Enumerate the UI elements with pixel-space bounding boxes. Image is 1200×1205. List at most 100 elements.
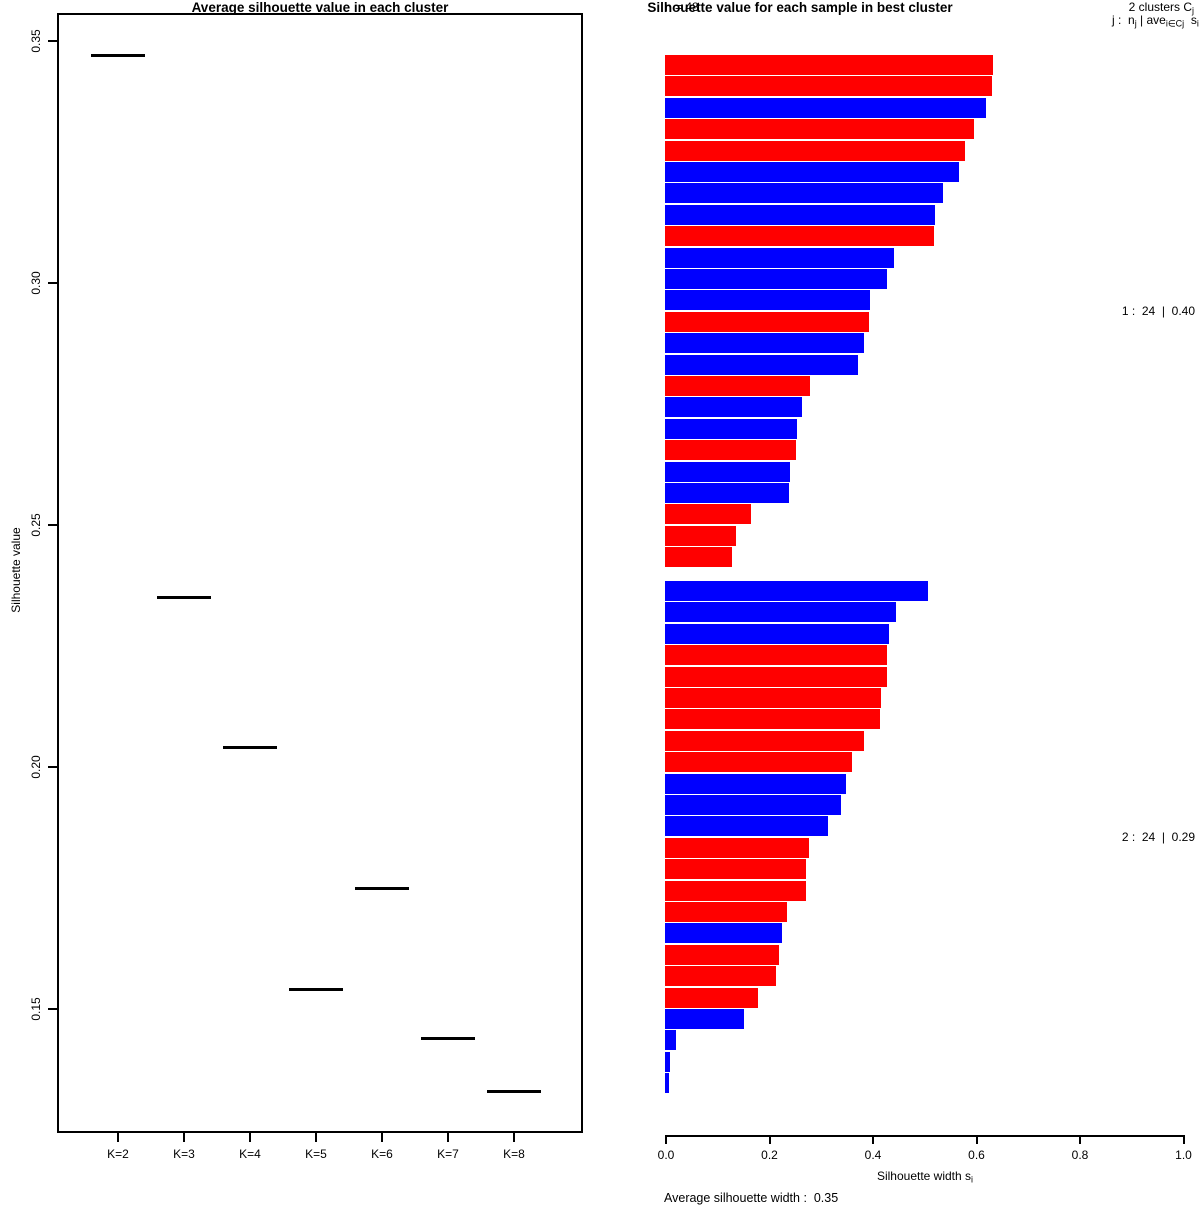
silhouette-bar [665, 141, 965, 161]
silhouette-bar [665, 504, 751, 524]
left-x-tick-label: K=8 [484, 1147, 544, 1161]
left-y-tick-label: 0.35 [29, 29, 43, 52]
silhouette-bar [665, 752, 852, 772]
right-x-tick-mark [665, 1135, 667, 1144]
left-x-tick-label: K=2 [88, 1147, 148, 1161]
silhouette-bar [665, 547, 732, 567]
silhouette-bar [665, 290, 870, 310]
left-x-tick-label: K=3 [154, 1147, 214, 1161]
right-x-tick-mark [976, 1135, 978, 1144]
left-x-tick-mark [447, 1133, 449, 1142]
left-x-tick-mark [381, 1133, 383, 1142]
silhouette-bar [665, 838, 809, 858]
left-x-tick-mark [249, 1133, 251, 1142]
silhouette-bar [665, 881, 806, 901]
silhouette-bar [665, 966, 776, 986]
silhouette-bar [665, 1073, 669, 1093]
left-y-tick-label: 0.25 [29, 513, 43, 536]
left-y-tick-mark [48, 282, 57, 284]
silhouette-bar [665, 526, 736, 546]
right-x-axis-line [665, 1135, 1184, 1137]
left-y-tick-mark [48, 40, 57, 42]
silhouette-bar [665, 581, 928, 601]
silhouette-bar [665, 98, 986, 118]
legend-formula: j : nj | avei∈Cj si [1112, 13, 1199, 30]
right-x-tick-mark [872, 1135, 874, 1144]
left-plot-box [57, 13, 583, 1133]
silhouette-bar [665, 688, 881, 708]
left-y-tick-mark [48, 766, 57, 768]
left-x-tick-label: K=4 [220, 1147, 280, 1161]
silhouette-bar [665, 795, 841, 815]
silhouette-bar [665, 355, 858, 375]
cluster2-summary-label: 2 : 24 | 0.29 [1122, 830, 1195, 844]
right-plot-title: Silhouette value for each sample in best… [600, 0, 1000, 15]
left-y-tick-label: 0.20 [29, 755, 43, 778]
avg-silhouette-segment [421, 1037, 475, 1040]
right-x-tick-label: 1.0 [1159, 1148, 1200, 1162]
right-x-tick-label: 0.2 [745, 1148, 795, 1162]
silhouette-bar [665, 205, 935, 225]
silhouette-bar [665, 709, 880, 729]
silhouette-bar [665, 1052, 670, 1072]
left-y-tick-label: 0.30 [29, 271, 43, 294]
left-x-tick-mark [183, 1133, 185, 1142]
avg-silhouette-segment [91, 54, 145, 57]
silhouette-bar [665, 226, 934, 246]
silhouette-bar [665, 248, 894, 268]
silhouette-bar [665, 462, 790, 482]
right-x-tick-label: 0.6 [952, 1148, 1002, 1162]
silhouette-bar [665, 312, 869, 332]
left-x-tick-label: K=6 [352, 1147, 412, 1161]
silhouette-bar [665, 162, 959, 182]
silhouette-bar [665, 119, 974, 139]
left-y-tick-mark [48, 1008, 57, 1010]
silhouette-bar [665, 645, 887, 665]
silhouette-bar [665, 397, 802, 417]
silhouette-bar [665, 1030, 676, 1050]
silhouette-bar [665, 624, 889, 644]
left-y-axis-label: Silhouette value [9, 527, 23, 612]
right-x-axis-label: Silhouette width si [775, 1169, 1075, 1185]
avg-silhouette-segment [223, 746, 277, 749]
avg-silhouette-segment [157, 596, 211, 599]
silhouette-bar [665, 183, 943, 203]
right-x-tick-label: 0.0 [641, 1148, 691, 1162]
silhouette-bar [665, 333, 864, 353]
silhouette-bar [665, 667, 887, 687]
silhouette-bar [665, 902, 787, 922]
right-x-tick-mark [1183, 1135, 1185, 1144]
silhouette-bar [665, 55, 993, 75]
left-x-tick-mark [315, 1133, 317, 1142]
silhouette-bar [665, 859, 806, 879]
silhouette-bar [665, 774, 846, 794]
avg-silhouette-segment [355, 887, 409, 890]
right-x-tick-mark [769, 1135, 771, 1144]
left-y-tick-mark [48, 524, 57, 526]
silhouette-bar [665, 419, 797, 439]
avg-silhouette-segment [289, 988, 343, 991]
silhouette-bar [665, 440, 796, 460]
right-x-tick-mark [1079, 1135, 1081, 1144]
silhouette-bar [665, 816, 828, 836]
silhouette-bar [665, 945, 779, 965]
silhouette-bar [665, 731, 864, 751]
left-y-tick-label: 0.15 [29, 997, 43, 1020]
cluster1-summary-label: 1 : 24 | 0.40 [1122, 304, 1195, 318]
average-silhouette-width-label: Average silhouette width : 0.35 [664, 1191, 838, 1205]
silhouette-bar [665, 376, 810, 396]
left-x-tick-label: K=7 [418, 1147, 478, 1161]
left-x-tick-mark [513, 1133, 515, 1142]
silhouette-bar [665, 988, 758, 1008]
avg-silhouette-segment [487, 1090, 541, 1093]
silhouette-bar [665, 483, 789, 503]
silhouette-bar [665, 269, 887, 289]
silhouette-bar [665, 1009, 744, 1029]
right-x-tick-label: 0.8 [1055, 1148, 1105, 1162]
silhouette-bar [665, 602, 896, 622]
silhouette-bar [665, 923, 782, 943]
silhouette-bar [665, 76, 992, 96]
right-x-tick-label: 0.4 [848, 1148, 898, 1162]
left-x-tick-mark [117, 1133, 119, 1142]
